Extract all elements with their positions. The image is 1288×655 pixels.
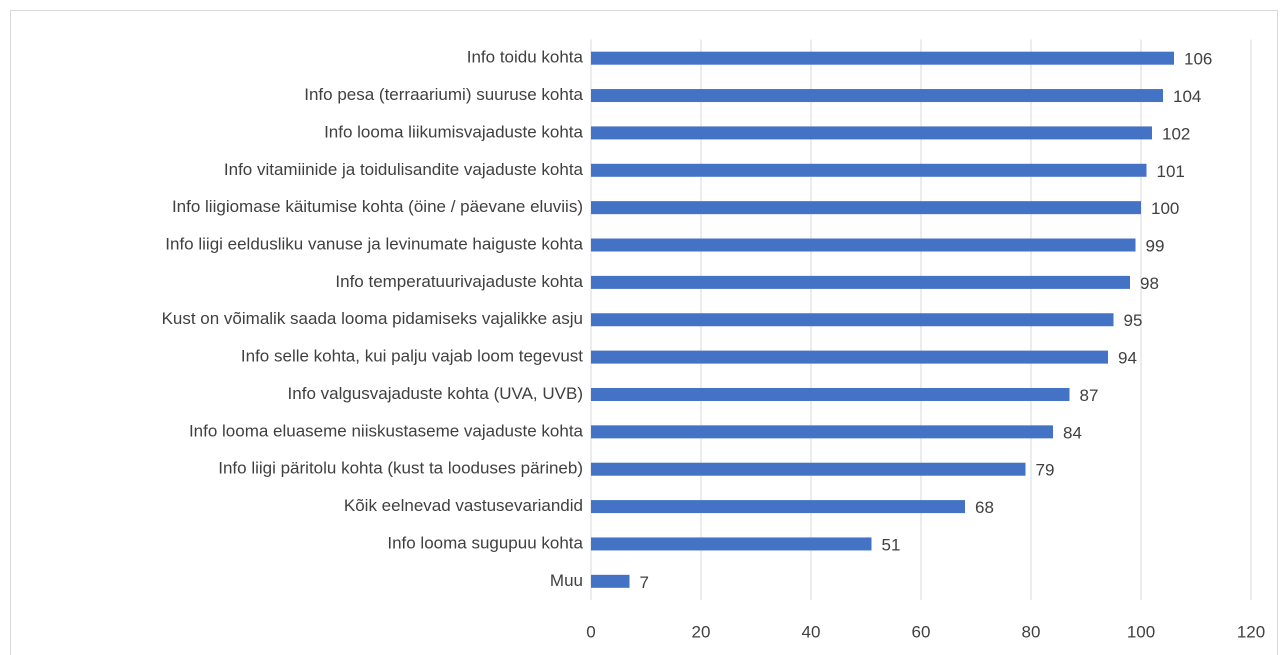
bar xyxy=(591,275,1130,289)
bar xyxy=(591,425,1053,439)
value-label: 7 xyxy=(640,573,649,592)
bar xyxy=(591,51,1174,65)
x-tick-label: 40 xyxy=(802,622,821,641)
value-label: 106 xyxy=(1184,50,1212,69)
bar xyxy=(591,574,630,588)
chart-frame xyxy=(10,10,1278,655)
y-tick-label: Info pesa (terraariumi) suuruse kohta xyxy=(304,85,583,104)
y-tick-label: Info looma eluaseme niiskustaseme vajadu… xyxy=(189,421,584,440)
value-label: 68 xyxy=(975,498,994,517)
x-tick-label: 100 xyxy=(1127,622,1155,641)
y-tick-label: Info liigiomase käitumise kohta (öine / … xyxy=(172,197,583,216)
y-tick-label: Info liigi päritolu kohta (kust ta loodu… xyxy=(218,459,583,478)
bar xyxy=(591,350,1108,364)
x-tick-label: 20 xyxy=(692,622,711,641)
x-tick-label: 0 xyxy=(586,622,595,641)
value-label: 104 xyxy=(1173,87,1201,106)
value-label: 87 xyxy=(1080,386,1099,405)
y-tick-label: Info looma sugupuu kohta xyxy=(387,533,583,552)
bar xyxy=(591,89,1163,103)
x-tick-label: 120 xyxy=(1237,622,1265,641)
value-label: 98 xyxy=(1140,274,1159,293)
y-tick-label: Info valgusvajaduste kohta (UVA, UVB) xyxy=(288,384,583,403)
bar xyxy=(591,126,1152,140)
y-tick-label: Kust on võimalik saada looma pidamiseks … xyxy=(162,309,583,328)
y-tick-label: Info vitamiinide ja toidulisandite vajad… xyxy=(224,160,584,179)
x-tick-label: 80 xyxy=(1022,622,1041,641)
bar xyxy=(591,500,965,514)
bar xyxy=(591,537,872,551)
y-tick-label: Info temperatuurivajaduste kohta xyxy=(335,272,583,291)
y-tick-label: Kõik eelnevad vastusevariandid xyxy=(344,496,583,515)
value-label: 94 xyxy=(1118,349,1137,368)
bar xyxy=(591,313,1114,327)
y-tick-label: Muu xyxy=(550,571,583,590)
bar xyxy=(591,238,1136,252)
bar xyxy=(591,462,1026,476)
bar xyxy=(591,387,1070,401)
value-label: 102 xyxy=(1162,124,1190,143)
x-tick-label: 60 xyxy=(912,622,931,641)
value-label: 101 xyxy=(1157,162,1185,181)
value-label: 95 xyxy=(1124,311,1143,330)
bar xyxy=(591,163,1147,177)
y-tick-label: Info toidu kohta xyxy=(467,48,584,67)
value-label: 79 xyxy=(1036,461,1055,480)
y-tick-label: Info selle kohta, kui palju vajab loom t… xyxy=(241,347,583,366)
value-label: 51 xyxy=(882,535,901,554)
value-label: 84 xyxy=(1063,423,1082,442)
y-tick-label: Info looma liikumisvajaduste kohta xyxy=(324,122,583,141)
bar xyxy=(591,201,1141,215)
value-label: 100 xyxy=(1151,199,1179,218)
value-label: 99 xyxy=(1146,237,1165,256)
y-tick-label: Info liigi eeldusliku vanuse ja levinuma… xyxy=(165,235,583,254)
